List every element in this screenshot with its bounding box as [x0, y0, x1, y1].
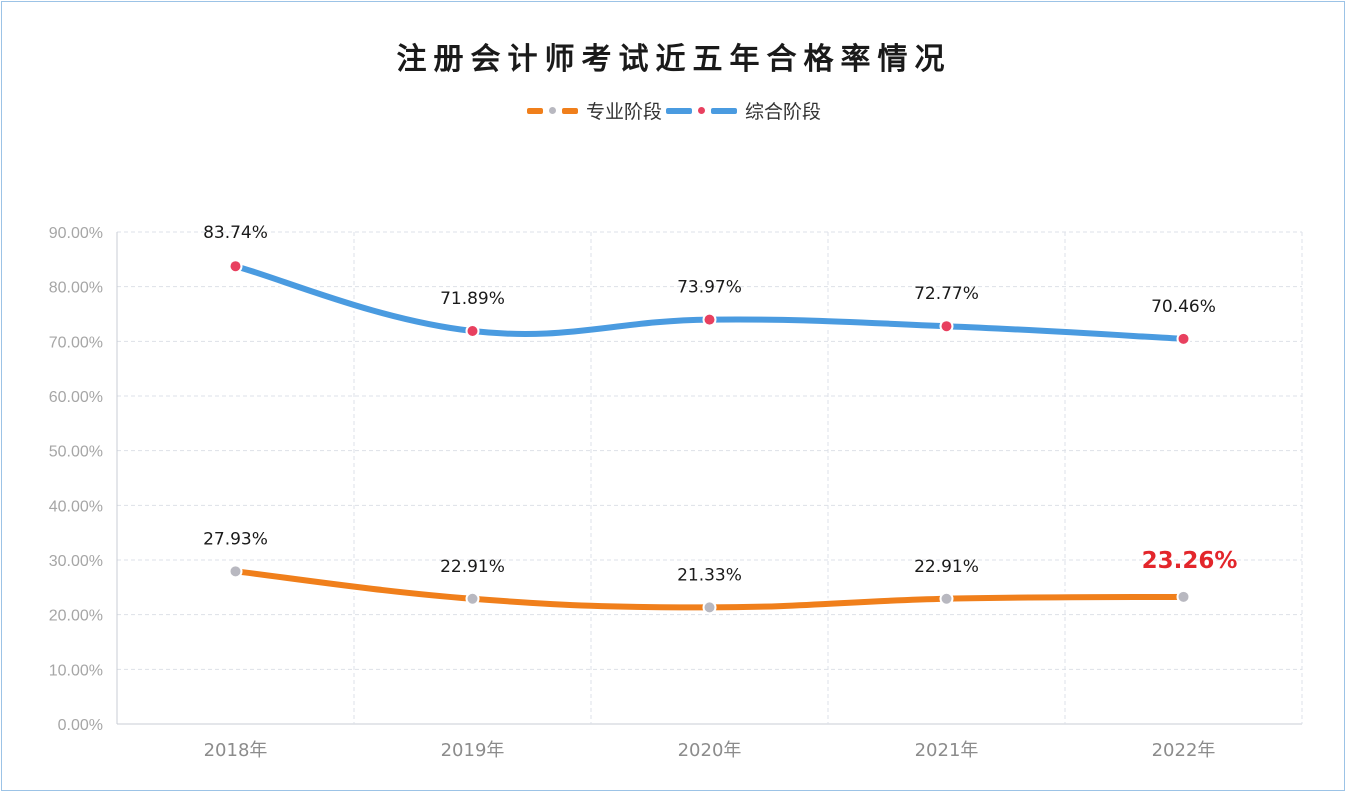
data-point — [467, 326, 478, 337]
legend-marker-icon — [548, 107, 556, 114]
data-point — [1178, 333, 1189, 344]
x-tick-label: 2019年 — [441, 740, 505, 761]
y-tick-label: 10.00% — [49, 662, 103, 679]
y-tick-label: 50.00% — [49, 444, 103, 461]
data-label: 73.97% — [677, 278, 742, 298]
x-tick-label: 2018年 — [204, 740, 268, 761]
data-point — [230, 566, 241, 577]
y-tick-label: 0.00% — [58, 717, 103, 734]
legend-label: 综合阶段 — [745, 101, 822, 123]
legend-marker-icon — [698, 107, 705, 114]
y-tick-label: 20.00% — [49, 608, 103, 625]
x-tick-label: 2020年 — [678, 740, 742, 761]
data-point — [704, 602, 715, 613]
data-point — [230, 261, 241, 272]
data-point — [704, 314, 715, 325]
y-tick-label: 70.00% — [49, 334, 103, 351]
data-label: 23.26% — [1142, 548, 1238, 574]
y-tick-label: 30.00% — [49, 553, 103, 570]
data-label: 27.93% — [203, 529, 268, 549]
data-label: 70.46% — [1151, 297, 1216, 317]
chart-title: 注册会计师考试近五年合格率情况 — [396, 42, 952, 77]
y-tick-label: 60.00% — [49, 389, 103, 406]
x-tick-label: 2022年 — [1152, 740, 1216, 761]
y-tick-label: 80.00% — [49, 280, 103, 297]
data-point — [467, 593, 478, 604]
legend-line-icon — [666, 107, 692, 114]
data-point — [1178, 591, 1189, 602]
data-label: 21.33% — [677, 565, 742, 585]
legend-line-icon — [561, 107, 578, 114]
data-label: 83.74% — [203, 223, 268, 243]
legend-line-icon — [711, 107, 737, 114]
y-tick-label: 40.00% — [49, 498, 103, 515]
legend-item-comprehensive[interactable]: 综合阶段 — [666, 97, 821, 124]
data-point — [941, 321, 952, 332]
data-label: 22.91% — [440, 557, 505, 577]
legend: 专业阶段 综合阶段 — [0, 97, 1348, 124]
legend-line-icon — [526, 107, 543, 114]
data-label: 22.91% — [914, 557, 979, 577]
x-tick-label: 2021年 — [915, 740, 979, 761]
data-label: 72.77% — [914, 284, 979, 304]
legend-item-professional[interactable]: 专业阶段 — [526, 97, 662, 124]
legend-label: 专业阶段 — [585, 101, 662, 123]
data-label: 71.89% — [440, 289, 505, 309]
data-point — [941, 593, 952, 604]
y-tick-label: 90.00% — [49, 225, 103, 242]
